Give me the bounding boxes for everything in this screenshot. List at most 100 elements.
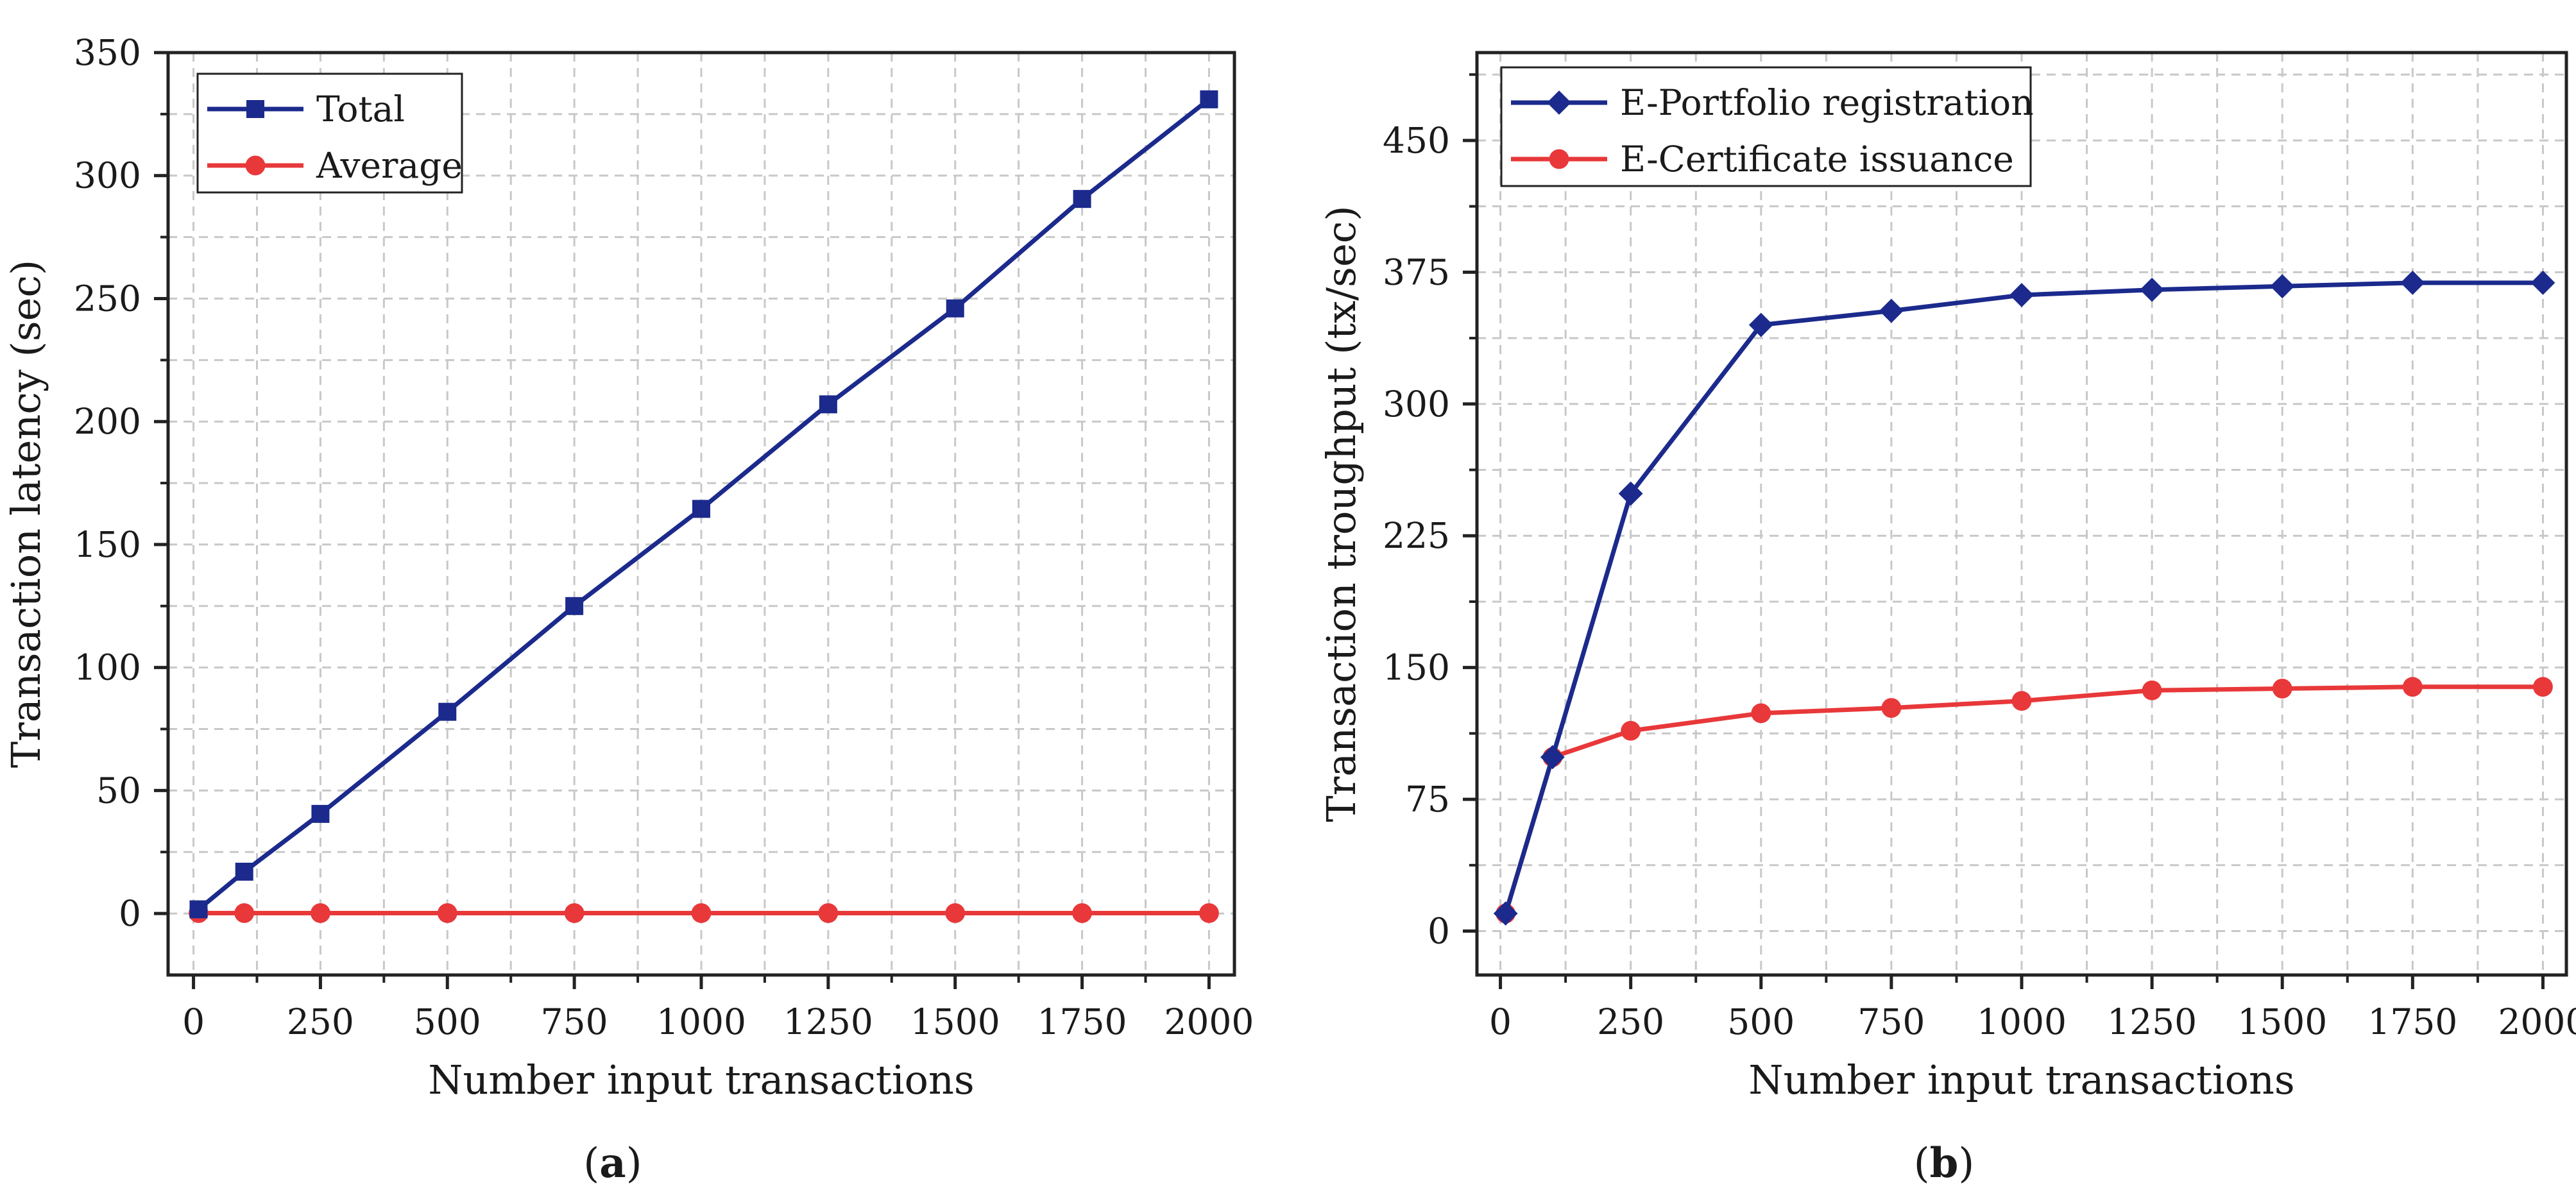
- x-tick-label: 1750: [2367, 1001, 2457, 1042]
- caption-open-paren: (: [583, 1140, 599, 1187]
- y-tick-label: 300: [74, 155, 141, 196]
- x-tick-label: 1750: [1037, 1001, 1127, 1042]
- x-axis-title: Number input transactions: [428, 1056, 974, 1103]
- legend-label-average: Average: [316, 145, 463, 186]
- panel-caption: (b): [1914, 1139, 1975, 1187]
- data-point-e-portfolio-registration: [2270, 274, 2295, 299]
- series-e-portfolio-registration: [1493, 270, 2555, 926]
- y-tick-label: 250: [74, 278, 141, 319]
- y-tick-label: 225: [1383, 515, 1450, 556]
- data-point-total: [1200, 90, 1218, 108]
- data-point-average: [234, 903, 255, 923]
- x-tick-label: 750: [541, 1001, 608, 1042]
- data-point-average: [437, 903, 457, 923]
- y-tick-label: 50: [96, 770, 141, 811]
- legend-marker-e-portfolio-registration: [1547, 90, 1571, 115]
- data-point-total: [565, 597, 584, 615]
- data-point-e-certificate-issuance: [1621, 720, 1641, 741]
- chart-a-transaction-latency: 0 250 500 750 1000 1250 1500 1750 2000 0 50 100 150 2…: [3, 32, 1254, 1187]
- series-line-total: [197, 98, 1211, 911]
- x-tick-label: 250: [1597, 1001, 1664, 1042]
- x-tick-label: 1250: [783, 1001, 873, 1042]
- series-total: [189, 90, 1218, 919]
- caption-panel-letter: b: [1930, 1139, 1959, 1187]
- y-tick-label: 75: [1405, 779, 1450, 820]
- series-line-e-certificate-issuance: [1503, 684, 2543, 915]
- x-tick-label: 1500: [910, 1001, 1000, 1042]
- x-tick-label: 500: [1727, 1001, 1795, 1042]
- legend-label-e-certificate-issuance: E-Certificate issuance: [1620, 139, 2014, 180]
- data-point-average: [945, 903, 966, 923]
- x-tick-label: 2000: [1164, 1001, 1254, 1042]
- x-tick-label: 1250: [2107, 1001, 2197, 1042]
- data-point-e-certificate-issuance: [2011, 691, 2032, 711]
- x-tick-label: 1000: [1977, 1001, 2067, 1042]
- data-point-e-portfolio-registration: [1493, 901, 1518, 926]
- data-point-total: [819, 395, 837, 414]
- data-point-e-portfolio-registration: [1540, 745, 1565, 770]
- data-point-total: [1073, 190, 1091, 208]
- data-point-e-portfolio-registration: [2140, 277, 2165, 302]
- data-point-average: [818, 903, 839, 923]
- y-tick-label: 350: [74, 32, 141, 73]
- data-point-e-portfolio-registration: [2530, 270, 2555, 295]
- legend: Total Average: [196, 72, 463, 194]
- data-point-e-certificate-issuance: [1751, 703, 1771, 724]
- data-point-e-certificate-issuance: [2533, 677, 2553, 697]
- panel-caption: (a): [583, 1139, 642, 1187]
- data-point-e-portfolio-registration: [1748, 312, 1773, 337]
- caption-close-paren: ): [626, 1140, 642, 1187]
- x-tick-label: 2000: [2498, 1001, 2576, 1042]
- y-tick-label: 200: [74, 401, 141, 442]
- data-point-e-portfolio-registration: [1618, 481, 1643, 506]
- x-tick-label: 0: [182, 1001, 205, 1042]
- data-point-total: [189, 900, 208, 919]
- x-tick-label: 1500: [2237, 1001, 2327, 1042]
- data-point-average: [564, 903, 584, 923]
- chart-b-transaction-throughput: 0 250 500 750 1000 1250 1500 1750 2000 0 75 150 225 3…: [1318, 51, 2576, 1187]
- legend: E-Portfolio registration E-Certificate is…: [1500, 66, 2034, 187]
- y-tick-label: 150: [74, 524, 141, 565]
- data-point-total: [692, 500, 710, 518]
- data-point-e-certificate-issuance: [2142, 680, 2162, 700]
- y-tick-label: 100: [74, 647, 141, 688]
- legend-label-total: Total: [316, 89, 405, 130]
- y-axis-title: Transaction troughput (tx/sec): [1318, 205, 1365, 822]
- y-tick-label: 450: [1383, 120, 1450, 161]
- data-point-e-certificate-issuance: [2272, 679, 2292, 699]
- y-tick-label: 300: [1383, 384, 1450, 425]
- series-e-certificate-issuance: [1496, 677, 2553, 924]
- x-tick-label: 500: [414, 1001, 481, 1042]
- x-tick-label: 750: [1857, 1001, 1925, 1042]
- x-tick-label: 0: [1489, 1001, 1512, 1042]
- legend-marker-e-certificate-issuance: [1549, 149, 1569, 169]
- data-point-e-portfolio-registration: [1879, 298, 1904, 323]
- data-point-e-certificate-issuance: [2402, 677, 2423, 697]
- data-point-total: [311, 804, 330, 823]
- data-point-total: [438, 702, 457, 721]
- x-axis-title: Number input transactions: [1748, 1056, 2294, 1103]
- y-tick-label: 150: [1383, 647, 1450, 688]
- data-point-total: [235, 862, 253, 881]
- data-point-average: [311, 903, 330, 923]
- data-point-total: [946, 299, 964, 318]
- y-tick-label: 375: [1383, 251, 1450, 293]
- data-point-e-certificate-issuance: [1881, 698, 1902, 718]
- caption-close-paren: ): [1958, 1140, 1974, 1187]
- data-point-average: [691, 903, 712, 923]
- x-tick-label: 1000: [656, 1001, 746, 1042]
- legend-marker-total: [246, 100, 264, 118]
- data-point-e-portfolio-registration: [2400, 270, 2425, 295]
- legend-label-e-portfolio-registration: E-Portfolio registration: [1620, 82, 2034, 123]
- legend-box: [1500, 66, 2032, 187]
- series-line-e-portfolio-registration: [1503, 280, 2543, 915]
- caption-open-paren: (: [1914, 1140, 1930, 1187]
- y-axis-title: Transaction latency (sec): [3, 260, 49, 768]
- data-point-average: [1199, 903, 1219, 923]
- y-tick-label: 0: [119, 893, 141, 934]
- caption-panel-letter: a: [599, 1139, 626, 1187]
- legend-marker-average: [245, 155, 266, 176]
- data-point-average: [1072, 903, 1092, 923]
- legend-box: [196, 72, 463, 194]
